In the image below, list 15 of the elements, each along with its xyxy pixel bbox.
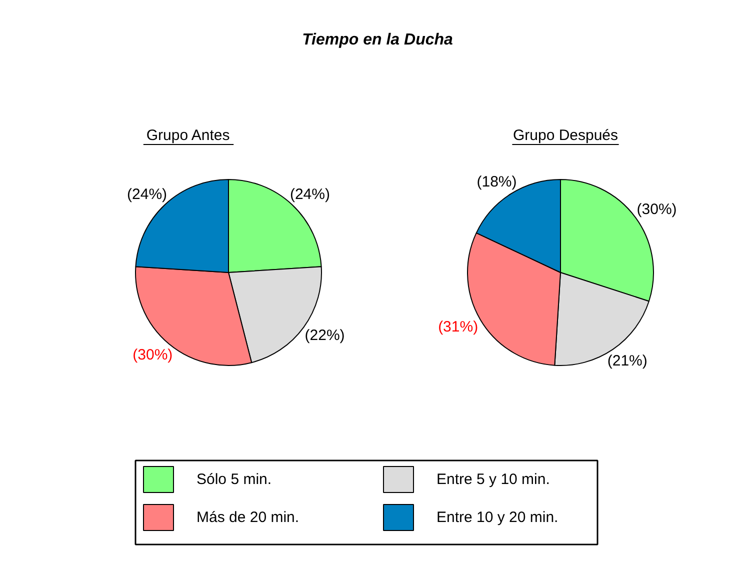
data-label: (24%) bbox=[290, 186, 330, 203]
data-label: (21%) bbox=[607, 352, 648, 370]
data-label: (30%) bbox=[636, 201, 677, 218]
chart-title: Tiempo en la Ducha bbox=[302, 32, 454, 48]
legend-label: Sólo 5 min. bbox=[196, 471, 272, 488]
slice-label: Grupo Antes bbox=[146, 127, 230, 144]
slice-label: Grupo Después bbox=[512, 127, 618, 144]
legend-label: Entre 5 y 10 min. bbox=[436, 471, 550, 488]
data-label: (18%) bbox=[476, 174, 517, 191]
data-label: (24%) bbox=[127, 186, 168, 203]
data-label: (31%) bbox=[438, 318, 478, 336]
legend-label: Entre 10 y 20 min. bbox=[436, 509, 558, 526]
data-label: (22%) bbox=[304, 326, 345, 344]
data-label: (30%) bbox=[132, 346, 173, 364]
legend-label: Más de 20 min. bbox=[196, 509, 300, 526]
